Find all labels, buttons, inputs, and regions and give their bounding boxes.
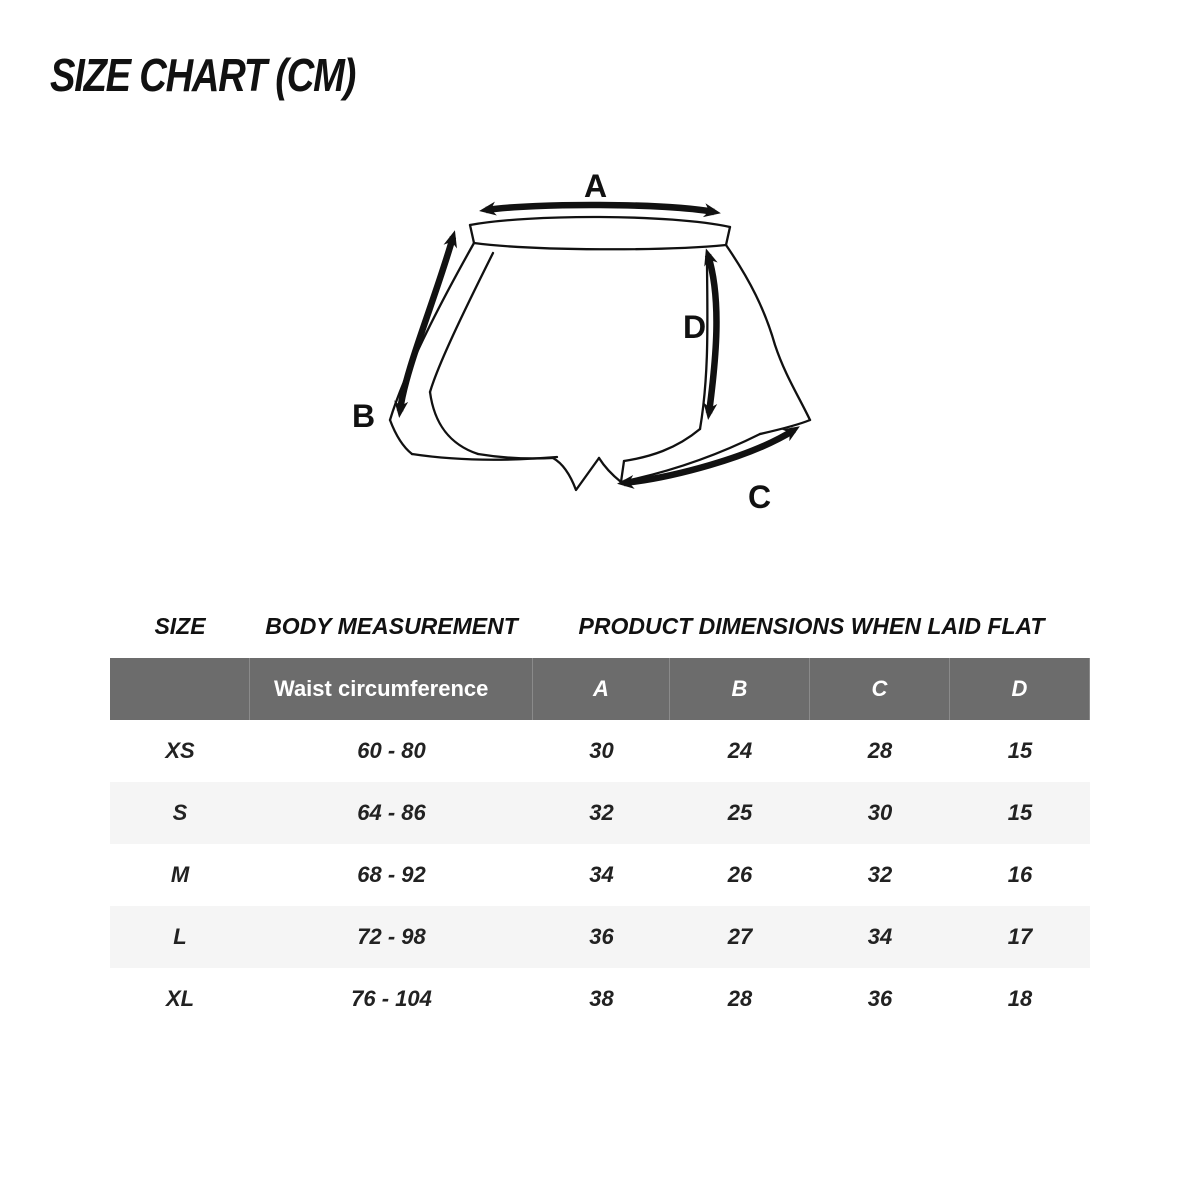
svg-text:D: D — [683, 309, 706, 345]
svg-text:A: A — [584, 170, 607, 204]
svg-text:C: C — [748, 479, 771, 515]
svg-text:B: B — [352, 398, 375, 434]
